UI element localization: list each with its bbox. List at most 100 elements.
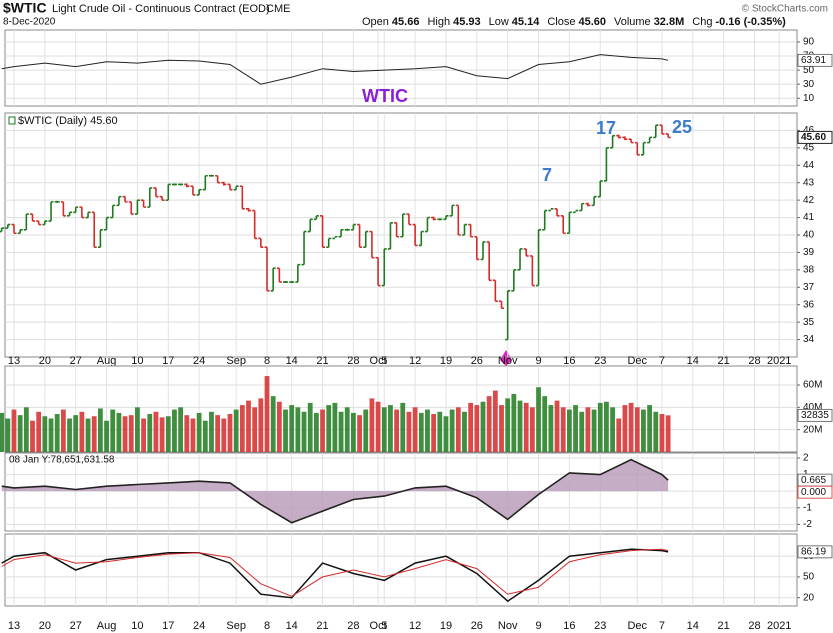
price-bar (461, 223, 467, 236)
y-tick-label: 34 (803, 334, 815, 345)
volume-bar (418, 412, 424, 452)
price-bar (424, 216, 430, 233)
x-tick-label: 5 (381, 355, 387, 367)
rsi-last-value: 63.91 (801, 55, 826, 66)
price-bar (122, 195, 128, 203)
x-tick-label-bottom: 2021 (767, 620, 791, 632)
volume-bar (196, 412, 202, 452)
price-bar (79, 206, 85, 219)
price-bar (375, 256, 381, 287)
volume-bar (258, 398, 264, 452)
volume-bar (486, 396, 492, 452)
stochastic-tag: 86.19 (801, 547, 826, 558)
stochastic-line (1, 548, 669, 603)
x-tick-label-bottom: 23 (594, 620, 606, 632)
quote-value: 45.60 (578, 16, 606, 28)
y-tick-label: 50 (803, 65, 815, 76)
x-tick-label: 14 (687, 355, 699, 367)
y-tick-label: 30 (803, 79, 815, 90)
volume-bar (591, 409, 597, 452)
x-tick-label-bottom: 13 (8, 620, 20, 632)
price-bar (36, 220, 42, 226)
volume-bar (36, 411, 42, 452)
x-tick-label: 2021 (767, 355, 791, 367)
volume-bar (468, 402, 474, 452)
price-bar (468, 223, 474, 238)
y-tick-label: 43 (803, 177, 815, 188)
price-bar (326, 237, 332, 248)
x-tick-label-bottom: Aug (97, 620, 117, 632)
x-tick-label-bottom: Oct (370, 620, 387, 632)
x-tick-label: 21 (316, 355, 328, 367)
x-tick-label: 9 (535, 355, 541, 367)
volume-bar (517, 400, 523, 452)
volume-tag-box (797, 408, 833, 422)
volume-bar (554, 400, 560, 452)
volume-bar (616, 418, 622, 452)
volume-bar (85, 418, 91, 452)
x-tick-label: 26 (471, 355, 483, 367)
y-tick-label: 37 (803, 282, 815, 293)
y-tick-label: 50 (803, 572, 815, 583)
volume-bar (523, 402, 529, 452)
volume-bar (332, 402, 338, 452)
price-bar (208, 174, 214, 177)
y-tick-label: 20 (803, 592, 815, 603)
price-bar (17, 228, 23, 235)
price-bar (523, 248, 529, 257)
volume-bar (116, 412, 122, 452)
quote-label: Close (547, 16, 575, 28)
volume-tag: 32835 (801, 410, 829, 421)
price-bar (610, 134, 616, 149)
y-tick-label: -2 (803, 519, 812, 530)
price-bar (381, 248, 387, 287)
annotation: 25 (672, 117, 692, 137)
x-tick-label-bottom: 20 (39, 620, 51, 632)
price-bar (227, 183, 233, 191)
x-tick-label: 10 (131, 355, 143, 367)
volume-bar (307, 402, 313, 452)
volume-bar (11, 409, 17, 452)
price-bar (171, 183, 177, 186)
volume-bar (233, 409, 239, 452)
x-tick-label: 28 (748, 355, 760, 367)
volume-bar (135, 407, 140, 452)
price-bar (184, 183, 190, 188)
volume-bar (67, 418, 72, 452)
price-bar (332, 235, 338, 240)
volume-bar (492, 390, 498, 452)
volume-bar (542, 396, 548, 452)
x-tick-label-bottom: 14 (687, 620, 699, 632)
volume-bar (54, 414, 60, 452)
price-bar (363, 230, 369, 248)
volume-bar (394, 409, 400, 452)
price-bar (616, 134, 622, 139)
volume-bar (585, 407, 591, 452)
volume-bar (597, 402, 603, 452)
price-bar (653, 124, 659, 139)
volume-bar (634, 407, 640, 452)
price-bar (338, 228, 344, 238)
price-bar (566, 211, 572, 235)
x-tick-label-bottom: 28 (748, 620, 760, 632)
macd-area (1, 459, 669, 523)
stochastic-line (1, 548, 669, 597)
volume-bar (474, 405, 480, 452)
price-bar (0, 227, 5, 233)
volume-bar (97, 408, 103, 452)
x-tick-label: 24 (193, 355, 205, 367)
x-tick-label-bottom: 14 (286, 620, 298, 632)
price-bar (369, 230, 375, 259)
y-tick-label: 42 (803, 195, 815, 206)
volume-bar (141, 418, 146, 452)
volume-bar (406, 411, 412, 452)
price-bar (42, 220, 48, 226)
price-bar (480, 241, 486, 261)
price-bar (622, 136, 628, 141)
price-bar (104, 216, 110, 231)
price-bar (474, 235, 480, 261)
rsi-line (1, 54, 669, 85)
x-tick-label: 14 (286, 355, 298, 367)
y-tick-label: 45 (803, 142, 815, 153)
price-bar (165, 183, 171, 201)
